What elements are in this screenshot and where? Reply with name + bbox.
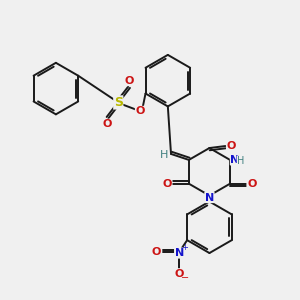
Text: H: H [237, 156, 244, 166]
Text: O: O [103, 119, 112, 129]
Text: O: O [162, 179, 172, 189]
Text: N: N [175, 248, 184, 258]
Text: −: − [181, 273, 189, 283]
Text: O: O [226, 141, 236, 151]
Text: O: O [175, 269, 184, 279]
Text: H: H [160, 150, 168, 160]
Text: +: + [181, 243, 188, 252]
Text: S: S [114, 96, 123, 109]
Text: O: O [152, 247, 161, 257]
Text: N: N [205, 193, 214, 202]
Text: O: O [124, 76, 134, 85]
Text: O: O [135, 106, 145, 116]
Text: N: N [230, 155, 240, 165]
Text: O: O [247, 179, 256, 189]
